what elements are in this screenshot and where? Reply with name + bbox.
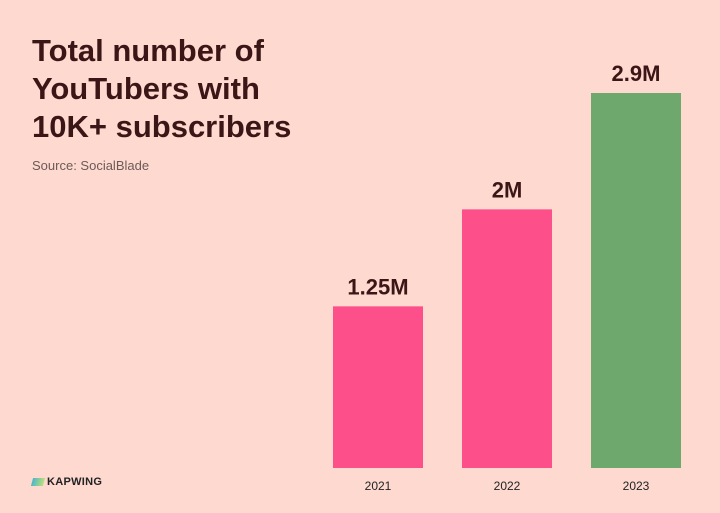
x-tick-label: 2021 [365,479,392,493]
chart-title: Total number of YouTubers with 10K+ subs… [32,33,292,144]
data-label: 2.9M [612,61,661,86]
chart-source: Source: SocialBlade [32,158,150,173]
bar-2022 [462,209,552,468]
kapwing-logo: KAPWING [30,476,103,488]
bar-2023 [591,93,681,468]
data-label: 1.25M [347,274,408,299]
kapwing-logo-text: KAPWING [47,476,103,488]
data-label: 2M [492,177,523,202]
x-tick-label: 2022 [494,479,521,493]
x-tick-label: 2023 [623,479,650,493]
bar-2021 [333,306,423,468]
